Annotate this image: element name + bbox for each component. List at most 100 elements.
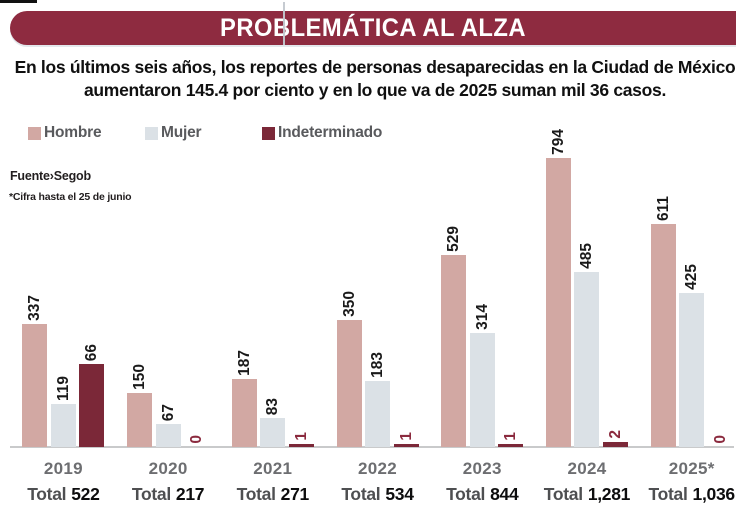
bar-indeterminado xyxy=(288,444,314,447)
total-value: 217 xyxy=(175,484,205,504)
total-value: 271 xyxy=(280,484,310,504)
bar-unit-indeterminado-2024: 2 xyxy=(602,430,628,447)
bar-unit-mujer-2024: 485 xyxy=(574,243,600,447)
bar-value-label: 1 xyxy=(502,432,520,441)
bar-mujer xyxy=(365,381,391,447)
bar-value-label: 183 xyxy=(369,352,387,378)
year-label: 2019 xyxy=(43,459,83,478)
legend-swatch-mujer xyxy=(145,126,158,140)
bar-unit-hombre-2023: 529 xyxy=(441,226,467,447)
bar-value-label: 83 xyxy=(264,397,282,415)
bar-unit-hombre-2025: 611 xyxy=(650,195,676,447)
cursor-artifact-line xyxy=(283,2,285,45)
bar-indeterminado xyxy=(602,442,628,447)
year-group-2019: 337 119 66 2019 Total 522 xyxy=(11,100,116,505)
bar-unit-hombre-2019: 337 xyxy=(22,295,48,447)
bar-chart: 337 119 66 2019 Total 522 150 67 0 2020 Total 217 18… xyxy=(11,100,744,505)
bar-value-label: 485 xyxy=(578,243,596,269)
bar-mujer xyxy=(574,272,600,447)
bar-hombre xyxy=(22,324,48,447)
year-group-2022: 350 183 1 2022 Total 534 xyxy=(325,100,430,505)
year-label: 2025* xyxy=(668,459,715,478)
total-value: 1,036 xyxy=(692,484,736,504)
bar-unit-indeterminado-2022: 1 xyxy=(393,432,419,447)
bar-unit-hombre-2020: 150 xyxy=(127,364,153,447)
bar-value-label: 0 xyxy=(711,435,729,444)
bar-unit-indeterminado-2021: 1 xyxy=(288,432,314,447)
bar-unit-indeterminado-2023: 1 xyxy=(498,432,524,447)
total-word: Total xyxy=(341,484,381,504)
bar-unit-indeterminado-2020: 0 xyxy=(184,435,209,447)
legend-label-mujer: Mujer xyxy=(161,124,202,141)
total-label: Total 271 xyxy=(236,484,310,505)
bar-value-label: 350 xyxy=(340,291,358,317)
total-label: Total 844 xyxy=(446,484,519,505)
scan-artifact-mark xyxy=(0,0,37,3)
total-label: Total 1,281 xyxy=(543,484,631,505)
bar-hombre xyxy=(650,224,676,447)
bar-value-label: 1 xyxy=(292,432,310,441)
year-label: 2021 xyxy=(253,459,293,478)
total-word: Total xyxy=(131,484,171,504)
subtitle-line-1: En los últimos seis años, los reportes d… xyxy=(14,57,736,77)
bar-value-label: 0 xyxy=(188,435,206,444)
title-banner: PROBLEMÁTICA AL ALZA xyxy=(10,11,736,45)
legend-item-hombre: Hombre xyxy=(28,124,102,142)
year-group-2025: 611 425 0 2025* Total 1,036 xyxy=(639,100,744,505)
legend-item-mujer: Mujer xyxy=(145,124,202,142)
year-label: 2022 xyxy=(358,459,398,478)
bar-mujer xyxy=(155,424,181,447)
total-value: 522 xyxy=(71,484,100,504)
bar-unit-mujer-2019: 119 xyxy=(50,375,76,447)
total-word: Total xyxy=(446,484,486,504)
bar-unit-mujer-2023: 314 xyxy=(469,304,495,447)
year-label: 2020 xyxy=(148,459,188,478)
bar-hombre xyxy=(545,158,571,447)
footnote: *Cifra hasta el 25 de junio xyxy=(9,191,132,203)
source-line: Fuente›Segob xyxy=(10,169,91,183)
bar-unit-hombre-2021: 187 xyxy=(231,350,257,447)
total-value: 1,281 xyxy=(587,484,631,504)
bar-unit-mujer-2020: 67 xyxy=(155,403,181,447)
bar-unit-hombre-2022: 350 xyxy=(336,291,362,447)
total-word: Total xyxy=(543,484,583,504)
page-title: PROBLEMÁTICA AL ALZA xyxy=(220,13,526,42)
bar-unit-indeterminado-2019: 66 xyxy=(79,344,105,447)
bar-hombre xyxy=(231,379,257,447)
bars-cluster: 794 485 2 xyxy=(545,100,628,447)
total-word: Total xyxy=(27,484,67,504)
bar-value-label: 119 xyxy=(54,375,72,401)
total-label: Total 217 xyxy=(131,484,205,505)
bar-value-label: 611 xyxy=(654,195,672,221)
bar-unit-mujer-2021: 83 xyxy=(260,397,286,447)
year-group-2023: 529 314 1 2023 Total 844 xyxy=(430,100,535,505)
subtitle-line-2: aumentaron 145.4 por ciento y en lo que … xyxy=(83,80,667,100)
bars-cluster: 350 183 1 xyxy=(336,100,419,447)
legend-item-indeterminado: Indeterminado xyxy=(262,124,382,142)
legend-swatch-indeterminado xyxy=(262,126,275,140)
bar-value-label: 150 xyxy=(131,364,149,390)
bar-hombre xyxy=(127,393,153,447)
bar-value-label: 187 xyxy=(235,350,253,376)
bars-cluster: 187 83 1 xyxy=(231,100,314,447)
year-label: 2024 xyxy=(567,459,607,478)
bar-value-label: 529 xyxy=(445,226,463,252)
total-word: Total xyxy=(236,484,276,504)
bar-mujer xyxy=(50,404,76,447)
bar-value-label: 337 xyxy=(26,295,44,321)
bar-mujer xyxy=(679,293,705,447)
year-group-2020: 150 67 0 2020 Total 217 xyxy=(116,100,221,505)
legend-swatch-hombre xyxy=(28,126,41,140)
bar-unit-mujer-2025: 425 xyxy=(679,264,705,447)
subtitle: En los últimos seis años, los reportes d… xyxy=(0,56,750,102)
total-label: Total 534 xyxy=(341,484,414,505)
bars-cluster: 529 314 1 xyxy=(441,100,524,447)
bar-value-label: 794 xyxy=(549,129,567,155)
bar-indeterminado xyxy=(498,444,524,447)
bar-mujer xyxy=(260,418,286,447)
year-label: 2023 xyxy=(462,459,502,478)
bar-indeterminado xyxy=(79,364,105,447)
bar-value-label: 67 xyxy=(159,403,177,421)
bars-cluster: 150 67 0 xyxy=(127,100,209,447)
